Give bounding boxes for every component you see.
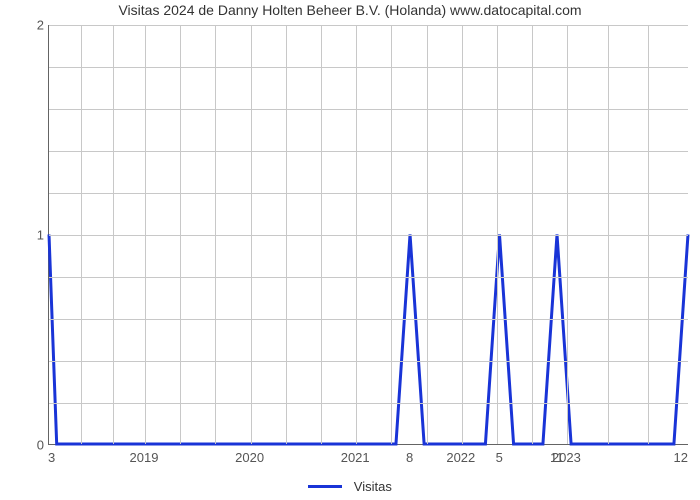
gridline-v-minor xyxy=(180,25,181,444)
legend: Visitas xyxy=(0,478,700,494)
chart-title: Visitas 2024 de Danny Holten Beheer B.V.… xyxy=(0,2,700,18)
gridline-v xyxy=(567,25,568,444)
x-value-label: 3 xyxy=(48,450,55,465)
x-year-label: 2022 xyxy=(446,450,475,465)
gridline-v-minor xyxy=(608,25,609,444)
plot-area xyxy=(48,25,688,445)
gridline-v xyxy=(356,25,357,444)
x-value-label: 12 xyxy=(674,450,688,465)
x-year-label: 2021 xyxy=(341,450,370,465)
x-year-label: 2020 xyxy=(235,450,264,465)
gridline-v-minor xyxy=(286,25,287,444)
gridline-v-minor xyxy=(391,25,392,444)
gridline-v-minor xyxy=(215,25,216,444)
legend-label: Visitas xyxy=(354,479,392,494)
y-tick-label: 2 xyxy=(4,18,44,33)
legend-swatch xyxy=(308,485,342,488)
gridline-v-minor xyxy=(81,25,82,444)
chart-container: Visitas 2024 de Danny Holten Beheer B.V.… xyxy=(0,0,700,500)
gridline-v-minor xyxy=(321,25,322,444)
gridline-v-minor xyxy=(497,25,498,444)
gridline-v xyxy=(462,25,463,444)
gridline-v xyxy=(251,25,252,444)
gridline-v-minor xyxy=(427,25,428,444)
y-tick-label: 1 xyxy=(4,228,44,243)
gridline-v xyxy=(145,25,146,444)
y-tick-label: 0 xyxy=(4,438,44,453)
gridline-v-minor xyxy=(648,25,649,444)
gridline-v-minor xyxy=(113,25,114,444)
x-value-label: 8 xyxy=(406,450,413,465)
x-value-label: 5 xyxy=(496,450,503,465)
x-year-label: 2019 xyxy=(130,450,159,465)
x-value-label: 11 xyxy=(550,450,564,465)
gridline-v-minor xyxy=(532,25,533,444)
